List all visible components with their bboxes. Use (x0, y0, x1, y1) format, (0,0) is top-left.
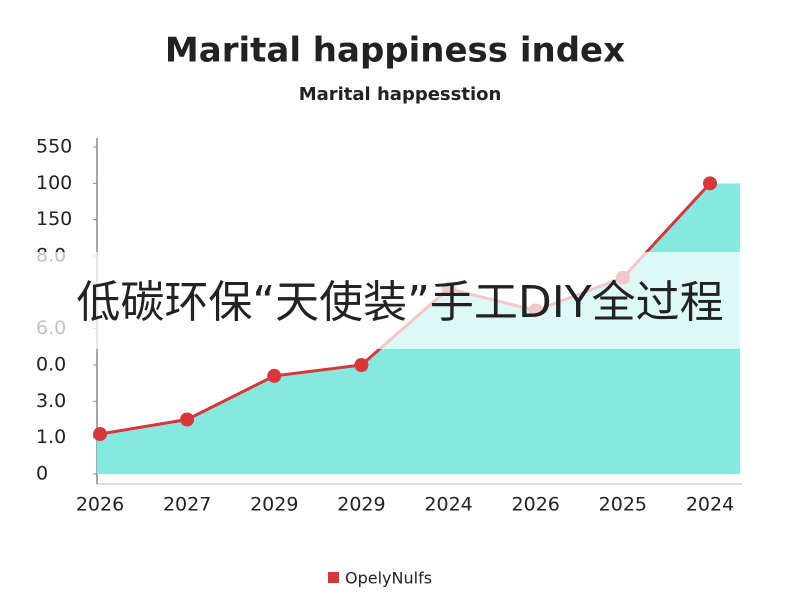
y-tick-label: 1.0 (36, 426, 66, 448)
x-tick-label: 2027 (163, 494, 211, 516)
y-tick-label: 150 (36, 208, 72, 230)
point (93, 427, 107, 442)
x-tick-label: 2029 (337, 494, 385, 516)
x-tick-label: 2024 (424, 494, 472, 516)
x-tick-label: 2024 (686, 494, 734, 516)
x-tick-label: 2026 (76, 494, 124, 516)
banner-text: 低碳环保“天使装”手工DIY全过程 (76, 277, 723, 328)
x-tick-label: 2025 (599, 494, 647, 516)
y-tick-label: 3.0 (36, 390, 66, 412)
point (703, 176, 717, 191)
point (354, 358, 369, 372)
y-tick-label: 100 (36, 172, 72, 194)
legend-label: OpelyNulfs (345, 569, 432, 588)
banner-band (0, 252, 800, 349)
chart-subtitle: Marital happesstion (299, 84, 502, 105)
y-tick-label: 550 (36, 136, 72, 158)
point (180, 412, 195, 427)
y-tick-label: 0.0 (36, 354, 66, 376)
x-tick-label: 2026 (512, 494, 560, 516)
x-tick-label: 2029 (250, 494, 298, 516)
chart-title: Marital happiness index (165, 31, 625, 71)
legend-swatch (328, 572, 339, 583)
y-tick-label: 0 (36, 463, 48, 485)
point (267, 368, 282, 383)
